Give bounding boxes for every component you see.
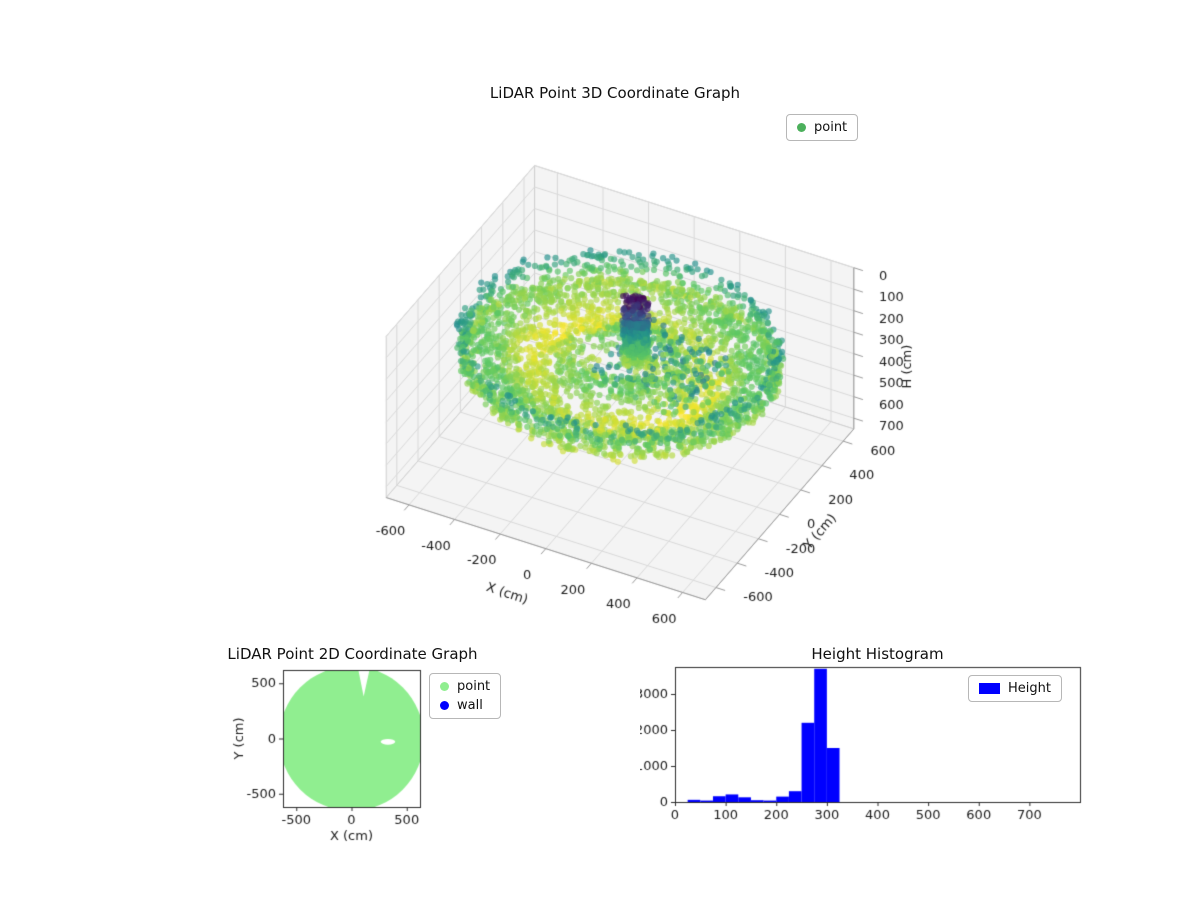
legend-3d: point [786,114,859,141]
legend-histogram: Height [968,675,1062,702]
legend-label-point-3d: point [814,120,848,135]
point-marker-icon [797,123,806,132]
legend-entry-wall-2d: wall [440,698,490,713]
legend-entry-height: Height [979,681,1051,696]
point-marker-icon [440,682,449,691]
legend-2d: point wall [429,673,502,719]
legend-entry-point-3d: point [797,120,847,135]
wall-marker-icon [440,701,449,710]
height-marker-icon [979,683,1000,694]
chart-title-2d: LiDAR Point 2D Coordinate Graph [227,645,478,663]
legend-label-point-2d: point [457,679,491,694]
chart-title-3d: LiDAR Point 3D Coordinate Graph [489,84,741,102]
legend-label-wall-2d: wall [457,698,483,713]
legend-label-height: Height [1008,681,1051,696]
lidar-3d-plot-canvas [300,130,940,650]
legend-entry-point-2d: point [440,679,490,694]
